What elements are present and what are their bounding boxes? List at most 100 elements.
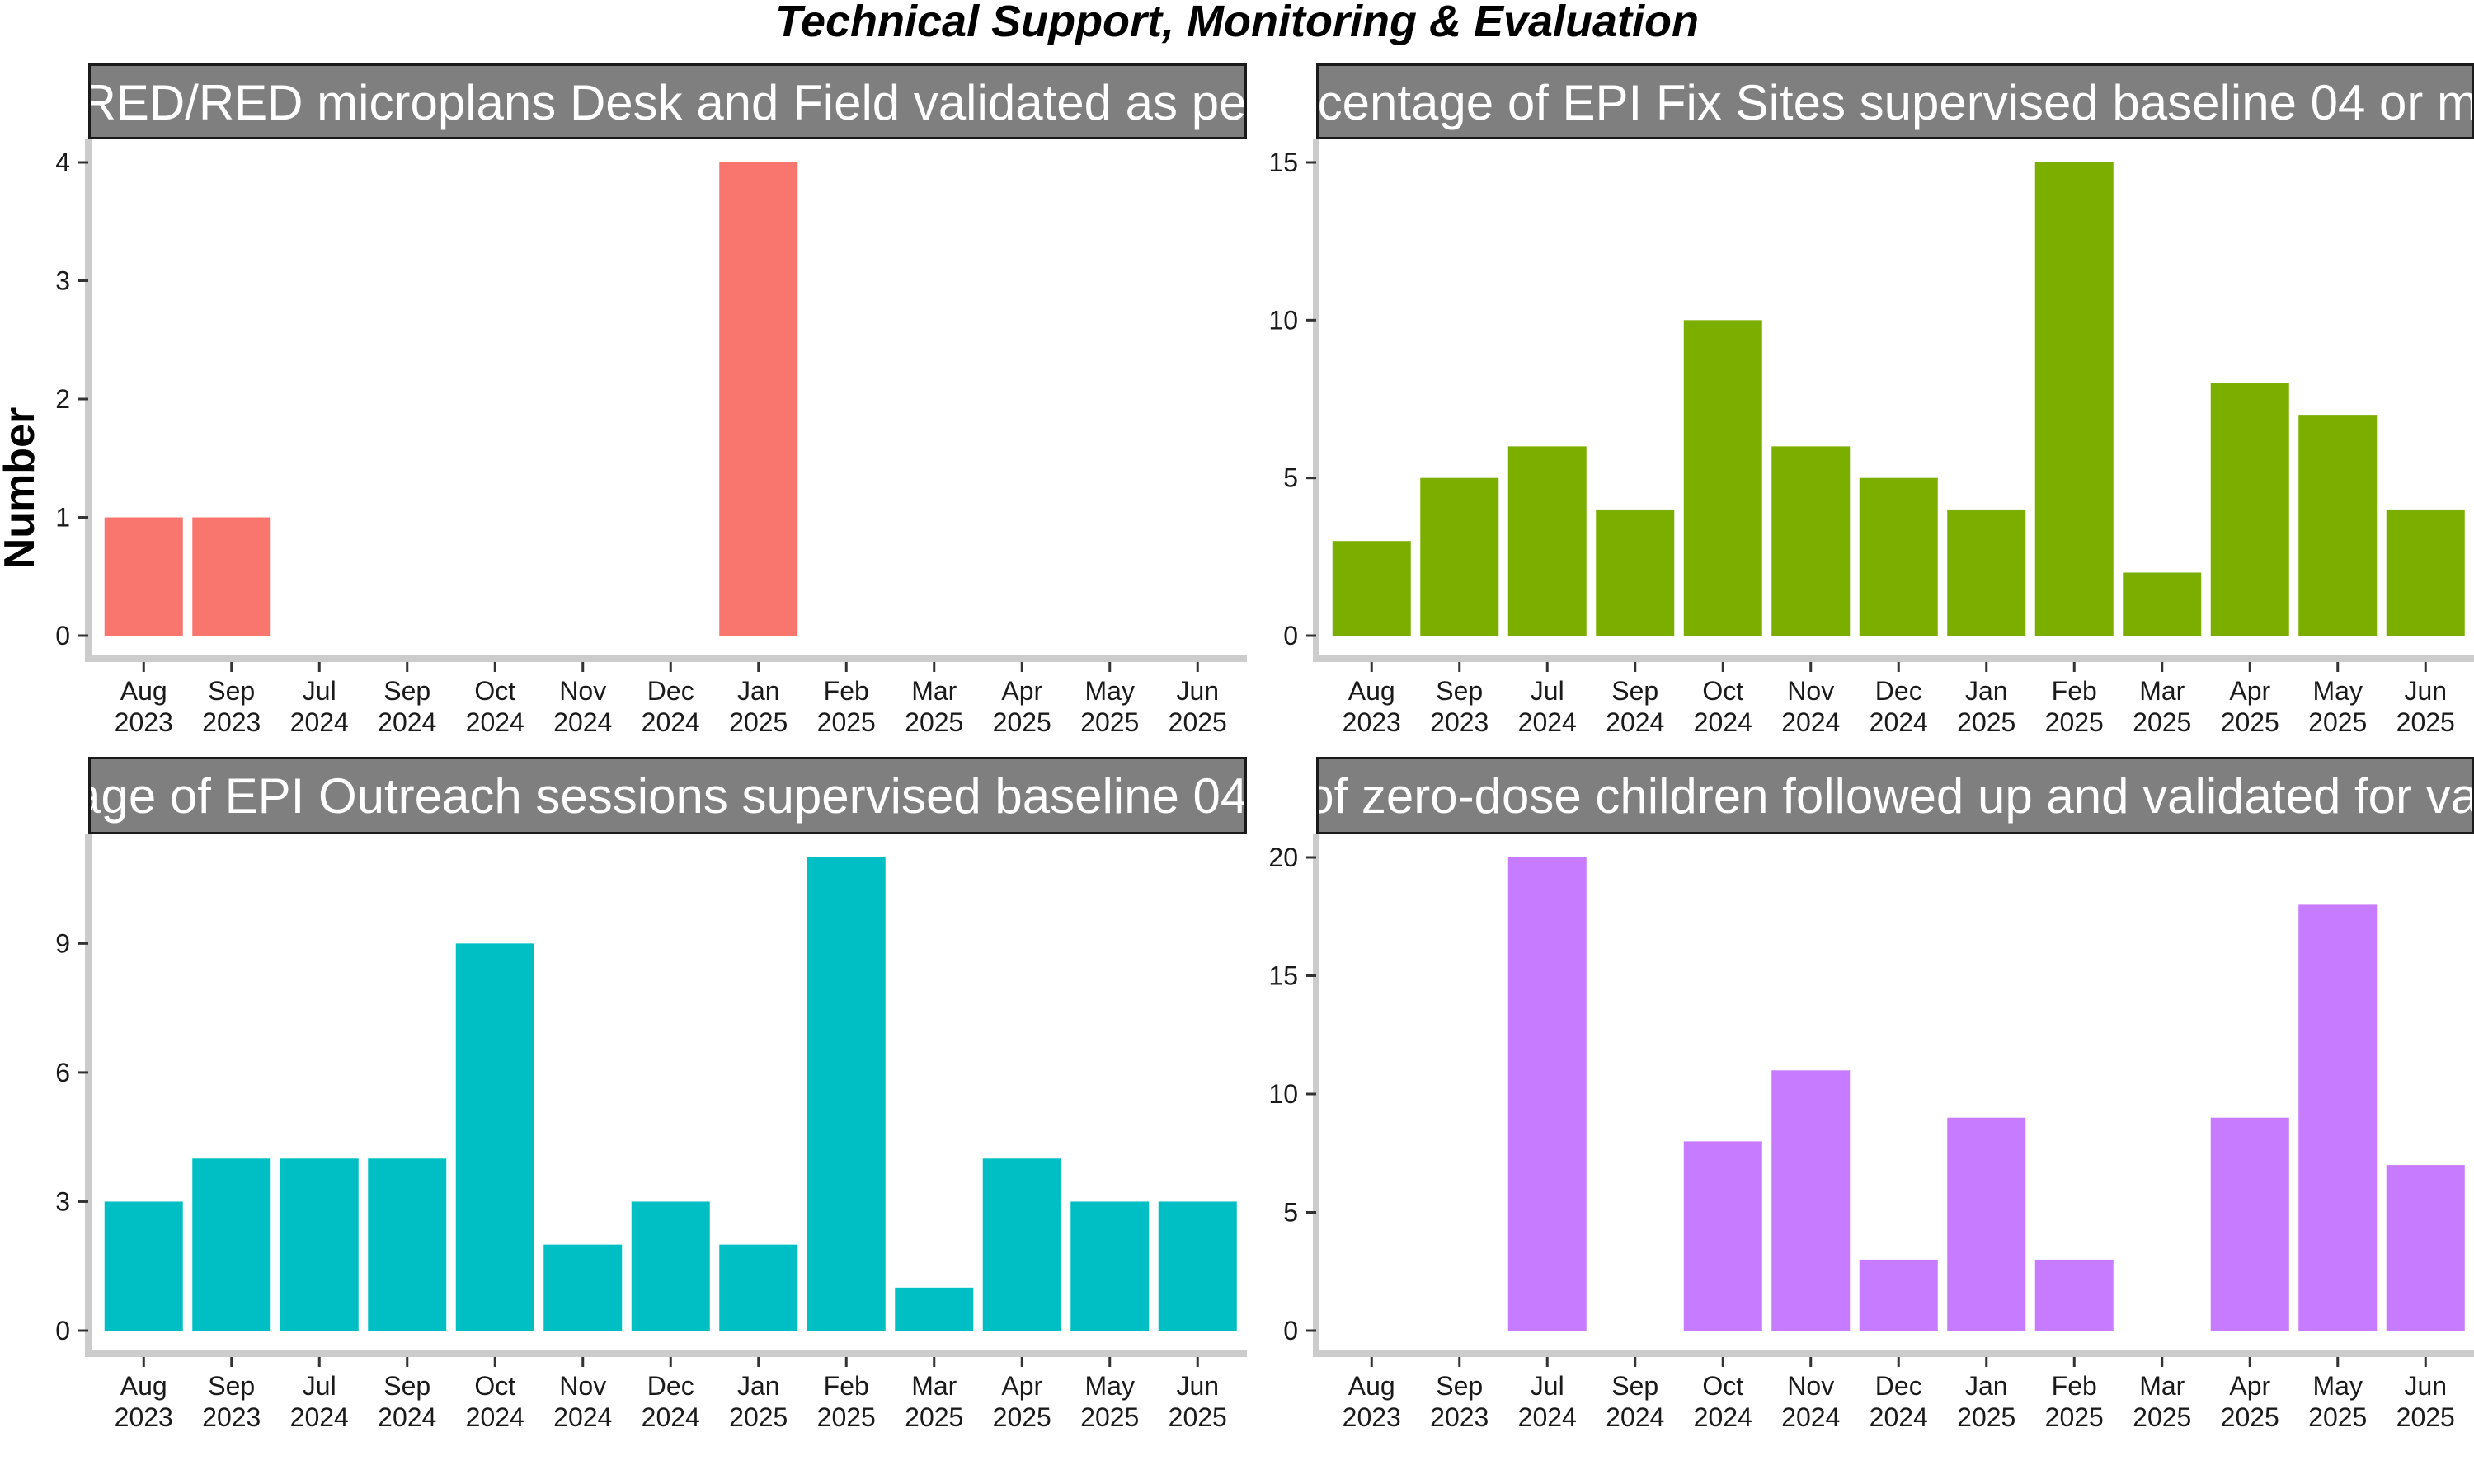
- x-tick-label-month: Apr: [2229, 1371, 2270, 1401]
- x-tick-label-year: 2025: [2045, 707, 2104, 737]
- y-tick-label: 1: [55, 503, 70, 533]
- x-tick-label-year: 2023: [1343, 707, 1401, 737]
- x-tick-label-month: Aug: [1348, 1371, 1395, 1401]
- bar: [2298, 415, 2378, 636]
- bar: [1158, 1201, 1237, 1331]
- x-tick-label-year: 2025: [817, 1402, 876, 1432]
- x-tick-label-month: Feb: [2052, 1371, 2097, 1401]
- x-tick-label-month: Jun: [1176, 1371, 1219, 1401]
- y-tick-label: 5: [1283, 463, 1298, 493]
- y-tick-label: 5: [1283, 1198, 1298, 1228]
- x-tick-label-month: Sep: [1436, 676, 1483, 706]
- panel-title: Number of RED/RED microplans Desk and Fi…: [88, 75, 1247, 130]
- x-tick-label-year: 2025: [2308, 1402, 2367, 1432]
- x-tick-label-month: Jan: [1965, 676, 2008, 706]
- x-tick-label-year: 2024: [553, 707, 612, 737]
- panel-title: Percentage of EPI Outreach sessions supe…: [91, 768, 1247, 824]
- x-tick-label-month: Jan: [737, 1371, 780, 1401]
- x-tick-label-year: 2025: [1957, 707, 2015, 737]
- x-tick-label-month: Apr: [1001, 676, 1042, 706]
- x-tick-label-month: Aug: [120, 1371, 167, 1401]
- x-tick-label-month: Nov: [1787, 676, 1834, 706]
- bar-plot: 051015Aug2023Sep2023Jul2024Sep2024Oct202…: [1268, 139, 2474, 737]
- x-tick-label-month: Oct: [1702, 676, 1743, 706]
- x-tick-label-month: Oct: [474, 1371, 515, 1401]
- x-tick-label-month: Feb: [824, 676, 869, 706]
- x-tick-label-month: Sep: [208, 1371, 255, 1401]
- x-tick-label-year: 2024: [1781, 707, 1840, 737]
- x-tick-label-month: Oct: [1702, 1371, 1743, 1401]
- bar: [982, 1158, 1061, 1331]
- x-tick-label-month: Dec: [1875, 1371, 1922, 1401]
- panel-microplans: Number of RED/RED microplans Desk and Fi…: [55, 63, 1247, 740]
- x-tick-label-year: 2023: [202, 1402, 261, 1432]
- x-tick-label-year: 2023: [1430, 707, 1489, 737]
- y-tick-label: 15: [1268, 148, 1298, 177]
- bar: [807, 857, 886, 1331]
- bar: [2210, 1117, 2289, 1331]
- bar: [2034, 1259, 2114, 1331]
- bar: [1947, 509, 2026, 636]
- bar: [895, 1287, 974, 1331]
- y-tick-label: 3: [55, 1186, 70, 1216]
- x-tick-label-month: May: [2313, 1371, 2363, 1401]
- y-tick-label: 2: [55, 384, 70, 414]
- bar: [1683, 1141, 1762, 1331]
- x-tick-label-year: 2025: [2133, 1402, 2191, 1432]
- bar: [2034, 162, 2114, 636]
- x-tick-label-year: 2024: [466, 1402, 524, 1432]
- bar: [719, 1244, 798, 1331]
- x-tick-label-month: Apr: [1001, 1371, 1042, 1401]
- x-tick-label-year: 2025: [1169, 707, 1227, 737]
- x-tick-label-month: Aug: [1348, 676, 1395, 706]
- x-tick-label-year: 2023: [1430, 1402, 1489, 1432]
- panel-strip: Number of RED/RED microplans Desk and Fi…: [88, 63, 1247, 139]
- x-tick-label-year: 2023: [115, 707, 173, 737]
- bar: [2210, 383, 2289, 636]
- y-tick-label: 10: [1268, 305, 1298, 335]
- panel-title: Number of zero-dose children followed up…: [1319, 768, 2474, 824]
- bar: [719, 162, 798, 636]
- y-tick-label: 0: [1283, 1316, 1298, 1345]
- x-tick-label-month: May: [1085, 1371, 1135, 1401]
- bar: [2386, 1165, 2465, 1331]
- bar: [1771, 1070, 1851, 1331]
- bar: [1771, 446, 1851, 636]
- bar: [1947, 1117, 2026, 1331]
- x-tick-label-year: 2023: [1343, 1402, 1401, 1432]
- bar: [455, 943, 534, 1331]
- x-tick-label-year: 2024: [1606, 707, 1664, 737]
- x-tick-label-year: 2025: [2308, 707, 2367, 737]
- y-tick-label: 0: [55, 1316, 70, 1345]
- y-axis-title: Number: [0, 406, 44, 570]
- x-tick-label-year: 2025: [729, 1402, 788, 1432]
- x-tick-label-month: Sep: [1611, 676, 1658, 706]
- x-tick-label-year: 2025: [2045, 1402, 2104, 1432]
- x-tick-label-year: 2025: [2396, 1402, 2455, 1432]
- x-tick-label-month: Jul: [303, 676, 336, 706]
- x-tick-label-year: 2025: [2221, 707, 2279, 737]
- bar: [1859, 1259, 1938, 1331]
- x-tick-label-year: 2024: [1870, 1402, 1928, 1432]
- x-tick-label-month: Nov: [559, 1371, 606, 1401]
- y-tick-label: 0: [55, 621, 70, 650]
- bar: [631, 1201, 710, 1331]
- x-tick-label-month: Jul: [303, 1371, 336, 1401]
- x-tick-label-year: 2025: [993, 1402, 1051, 1432]
- x-tick-label-month: Sep: [383, 1371, 430, 1401]
- x-tick-label-year: 2024: [466, 707, 524, 737]
- x-tick-label-year: 2025: [2396, 707, 2455, 737]
- bar: [280, 1158, 359, 1331]
- x-tick-label-year: 2024: [1694, 1402, 1752, 1432]
- x-tick-label-month: Sep: [383, 676, 430, 706]
- y-tick-label: 0: [1283, 621, 1298, 650]
- x-tick-label-month: Jul: [1531, 676, 1564, 706]
- panel-zero-dose-children: Number of zero-dose children followed up…: [1268, 757, 2474, 1435]
- x-tick-label-month: Feb: [824, 1371, 869, 1401]
- bar: [192, 1158, 271, 1331]
- x-tick-label-month: Mar: [911, 676, 957, 706]
- bar-plot: 01234Aug2023Sep2023Jul2024Sep2024Oct2024…: [55, 139, 1247, 737]
- y-tick-label: 9: [55, 928, 70, 958]
- x-tick-label-year: 2024: [1694, 707, 1752, 737]
- x-tick-label-month: Dec: [647, 676, 694, 706]
